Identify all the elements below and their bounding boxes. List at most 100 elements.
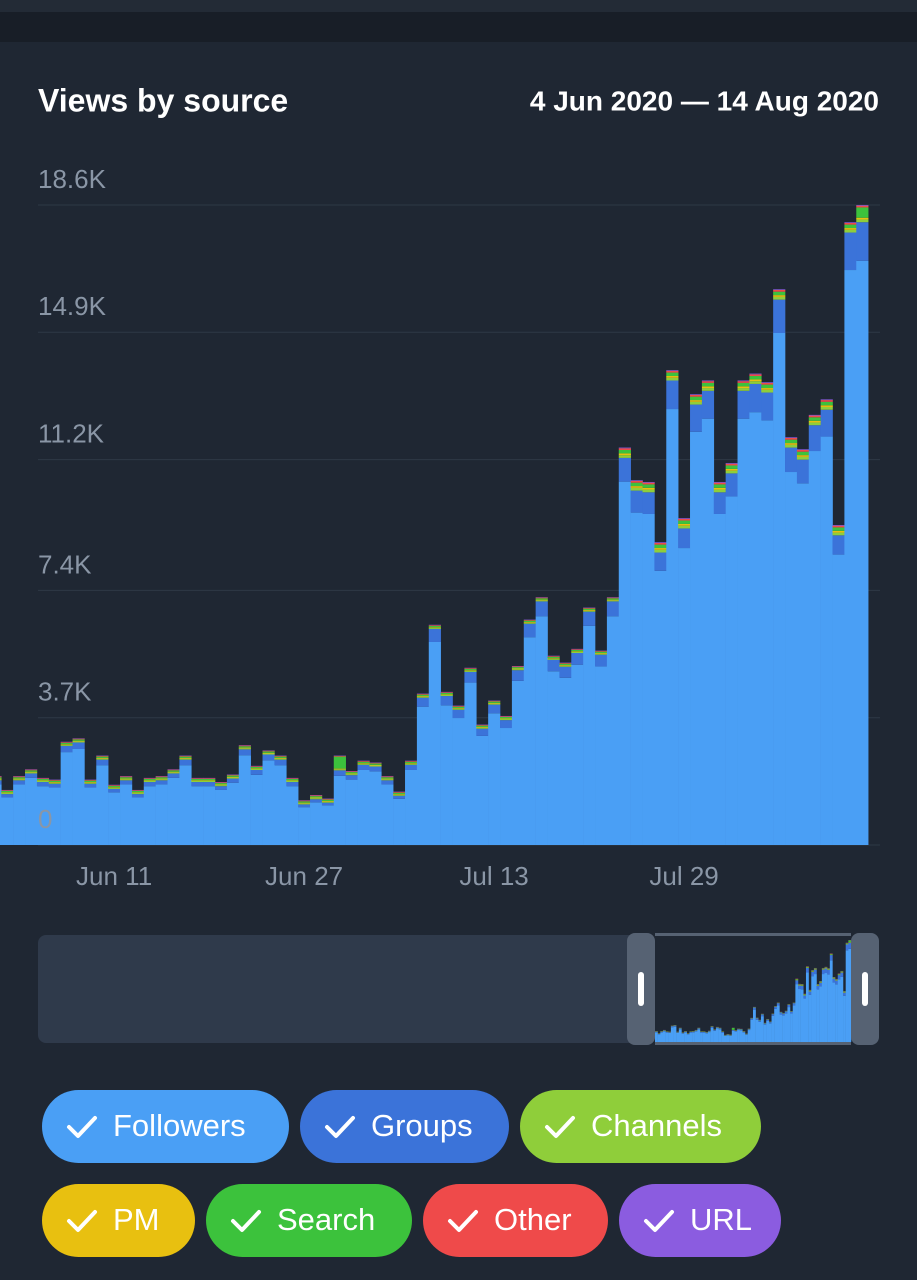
- bar-segment: [238, 748, 251, 750]
- navigator-bar: [776, 1003, 780, 1006]
- bar-segment: [488, 704, 501, 714]
- navigator-bar: [811, 971, 815, 977]
- navigator-bar: [753, 1009, 756, 1042]
- bar-segment: [500, 718, 513, 720]
- bar-segment: [476, 725, 489, 727]
- navigator-bar: [827, 969, 831, 975]
- legend-toggle[interactable]: Search: [206, 1184, 412, 1257]
- bar-segment: [606, 601, 620, 617]
- navigator-bar: [721, 1032, 725, 1042]
- bar-segment: [72, 741, 85, 743]
- navigator-bar: [758, 1020, 762, 1022]
- x-tick-label: Jul 29: [649, 861, 718, 891]
- navigator-bar: [798, 985, 801, 990]
- bar-segment: [203, 782, 216, 787]
- legend-toggle[interactable]: Channels: [520, 1090, 761, 1163]
- bar-segment: [48, 782, 61, 783]
- navigator-bar: [678, 1029, 682, 1042]
- bar-segment: [749, 376, 762, 380]
- bar-segment: [36, 778, 50, 779]
- bar-segment: [48, 782, 61, 784]
- bar-segment: [476, 735, 489, 845]
- navigator-bar: [805, 967, 809, 973]
- bar-segment: [630, 482, 643, 487]
- navigator-bar: [824, 973, 828, 1042]
- bar-segment: [143, 778, 156, 779]
- bar-segment: [844, 229, 857, 233]
- bar-segment: [321, 799, 335, 801]
- navigator-bar: [745, 1034, 748, 1042]
- bar-segment: [13, 778, 26, 780]
- bar-segment: [357, 761, 370, 762]
- bar-segment: [761, 382, 774, 383]
- bar-segment: [13, 777, 26, 779]
- bar-segment: [690, 394, 703, 395]
- bar-segment: [844, 222, 857, 225]
- bar-segment: [226, 777, 240, 779]
- bar-segment: [1, 790, 14, 791]
- bar-segment: [357, 769, 370, 845]
- legend-pill: [520, 1090, 761, 1163]
- bar-segment: [832, 527, 845, 531]
- legend-toggle[interactable]: Groups: [300, 1090, 509, 1163]
- bar-segment: [108, 785, 121, 788]
- legend-toggle[interactable]: Followers: [42, 1090, 289, 1163]
- bar-segment: [547, 656, 560, 659]
- bar-segment: [333, 775, 346, 845]
- bar-segment: [796, 449, 810, 452]
- bar-segment: [654, 549, 667, 553]
- bar-segment: [36, 778, 50, 781]
- navigator-bar: [665, 1031, 669, 1033]
- bar-segment: [535, 599, 548, 601]
- bar-segment: [96, 759, 109, 766]
- navigator-bar: [747, 1030, 751, 1042]
- legend-toggle[interactable]: URL: [619, 1184, 781, 1257]
- navigator-bar: [673, 1025, 677, 1027]
- legend-toggle[interactable]: Other: [423, 1184, 608, 1257]
- bar-segment: [238, 755, 251, 845]
- bar-segment: [286, 786, 299, 845]
- bar-segment: [725, 470, 738, 474]
- bar-segment: [808, 417, 821, 421]
- bar-segment: [333, 769, 346, 771]
- bar-segment: [666, 380, 679, 410]
- bar-segment: [500, 716, 513, 717]
- navigator-overview[interactable]: [38, 935, 638, 1043]
- bar-segment: [547, 658, 560, 660]
- bar-segment: [131, 793, 145, 795]
- navigator-bar: [729, 1035, 733, 1042]
- navigator-bar: [731, 1030, 735, 1042]
- bar-segment: [713, 489, 726, 493]
- navigator-bar: [824, 968, 828, 974]
- bar-segment: [583, 625, 596, 845]
- bar-segment: [120, 784, 133, 845]
- legend-pill: [42, 1090, 289, 1163]
- bar-segment: [36, 786, 50, 845]
- bar-segment: [785, 439, 798, 444]
- navigator-bar: [657, 1034, 661, 1042]
- bar-segment: [523, 622, 536, 623]
- bar-segment: [72, 749, 85, 845]
- bar-segment: [808, 415, 821, 418]
- navigator-bar: [840, 972, 844, 977]
- bar-segment: [785, 447, 798, 473]
- bar-segment: [274, 758, 287, 760]
- legend-toggle[interactable]: PM: [42, 1184, 195, 1257]
- bar-segment: [416, 693, 430, 695]
- bar-segment: [167, 770, 180, 772]
- bar-segment: [274, 759, 287, 766]
- bar-segment: [143, 778, 156, 781]
- bar-segment: [310, 796, 323, 798]
- navigator-bar: [660, 1031, 664, 1033]
- bar-segment: [678, 548, 691, 845]
- navigator-bar: [819, 982, 823, 987]
- bar-segment: [690, 431, 703, 845]
- bar-segment: [84, 782, 97, 784]
- bar-segment: [761, 382, 774, 385]
- navigator-bar: [731, 1030, 735, 1031]
- bar-segment: [167, 777, 180, 845]
- navigator-bar: [692, 1031, 695, 1033]
- bar-segment: [595, 654, 608, 667]
- bar-segment: [13, 776, 26, 778]
